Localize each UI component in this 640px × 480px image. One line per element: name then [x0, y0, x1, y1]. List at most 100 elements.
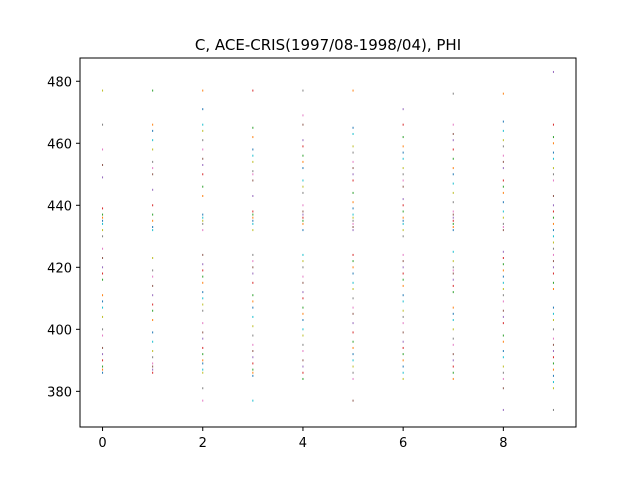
data-point [502, 309, 504, 312]
data-point [102, 216, 104, 219]
data-point [302, 210, 304, 213]
data-point [152, 226, 154, 228]
data-point [202, 253, 204, 256]
data-point [402, 346, 404, 349]
data-point [352, 145, 354, 148]
data-point [452, 359, 454, 362]
data-point [452, 371, 454, 374]
data-point [202, 368, 204, 371]
data-point [402, 235, 404, 238]
data-point [552, 235, 554, 238]
data-point [452, 269, 454, 272]
data-point [302, 160, 304, 163]
data-point [502, 263, 504, 266]
x-tick-label: 2 [199, 436, 207, 451]
data-point [352, 229, 354, 232]
data-point [152, 167, 154, 170]
data-point [252, 179, 254, 182]
data-point [402, 359, 404, 362]
data-point [452, 328, 454, 331]
data-point [552, 408, 554, 411]
data-point [202, 275, 204, 278]
data-point [152, 340, 154, 343]
data-point [352, 353, 354, 356]
data-point [552, 272, 554, 275]
data-point [502, 160, 504, 163]
data-point [402, 322, 404, 325]
data-point [402, 315, 404, 318]
data-point [352, 365, 354, 368]
data-point [252, 89, 254, 92]
data-point [202, 148, 204, 151]
data-point [552, 343, 554, 346]
data-point [352, 160, 354, 163]
data-point [102, 300, 104, 303]
data-point [452, 229, 454, 232]
data-point [352, 132, 354, 135]
data-point [402, 173, 404, 176]
data-point [402, 136, 404, 139]
data-point [402, 294, 404, 297]
data-point [102, 353, 104, 356]
data-point [302, 89, 304, 92]
data-point [102, 257, 104, 259]
data-point [252, 356, 254, 359]
data-point [552, 328, 554, 331]
data-point [252, 371, 254, 374]
data-point [502, 350, 504, 353]
data-point [302, 350, 304, 353]
data-point [552, 157, 554, 160]
data-point [402, 222, 404, 225]
x-tick-label: 6 [399, 436, 407, 451]
data-point [202, 269, 204, 272]
data-point [252, 253, 254, 256]
data-point [102, 334, 104, 337]
y-tick-label: 460 [47, 137, 72, 152]
data-point [252, 210, 254, 213]
data-point [452, 250, 454, 253]
data-point [452, 266, 454, 269]
data-point [452, 272, 454, 275]
data-point [252, 272, 254, 275]
data-point [252, 362, 254, 365]
data-point [252, 399, 254, 402]
data-point [552, 151, 554, 154]
data-point [152, 129, 154, 132]
data-point [502, 226, 504, 228]
data-point [302, 359, 304, 362]
data-point [352, 371, 354, 374]
data-point [452, 148, 454, 151]
y-tick-label: 420 [47, 261, 72, 276]
data-point [452, 306, 454, 309]
data-point [502, 294, 504, 297]
data-point [102, 365, 104, 368]
data-point [302, 334, 304, 337]
data-point [502, 387, 504, 390]
data-point [202, 213, 204, 216]
data-point [452, 260, 454, 263]
data-point [452, 219, 454, 222]
data-point [152, 160, 154, 163]
data-point [152, 309, 154, 312]
data-point [352, 191, 354, 194]
data-point [302, 191, 304, 194]
data-point [552, 210, 554, 213]
data-point [302, 123, 304, 126]
data-point [202, 309, 204, 312]
data-point [202, 173, 204, 176]
data-point [402, 145, 404, 148]
data-point [202, 219, 204, 222]
data-point [452, 182, 454, 185]
data-point [202, 331, 204, 334]
data-point [552, 281, 554, 284]
data-point [402, 340, 404, 343]
data-point [202, 387, 204, 390]
data-point [202, 297, 204, 300]
data-point [252, 281, 254, 284]
data-point [302, 377, 304, 380]
data-point [202, 229, 204, 232]
data-point [102, 306, 104, 309]
data-point [552, 306, 554, 309]
data-point [352, 312, 354, 315]
data-point [402, 253, 404, 256]
